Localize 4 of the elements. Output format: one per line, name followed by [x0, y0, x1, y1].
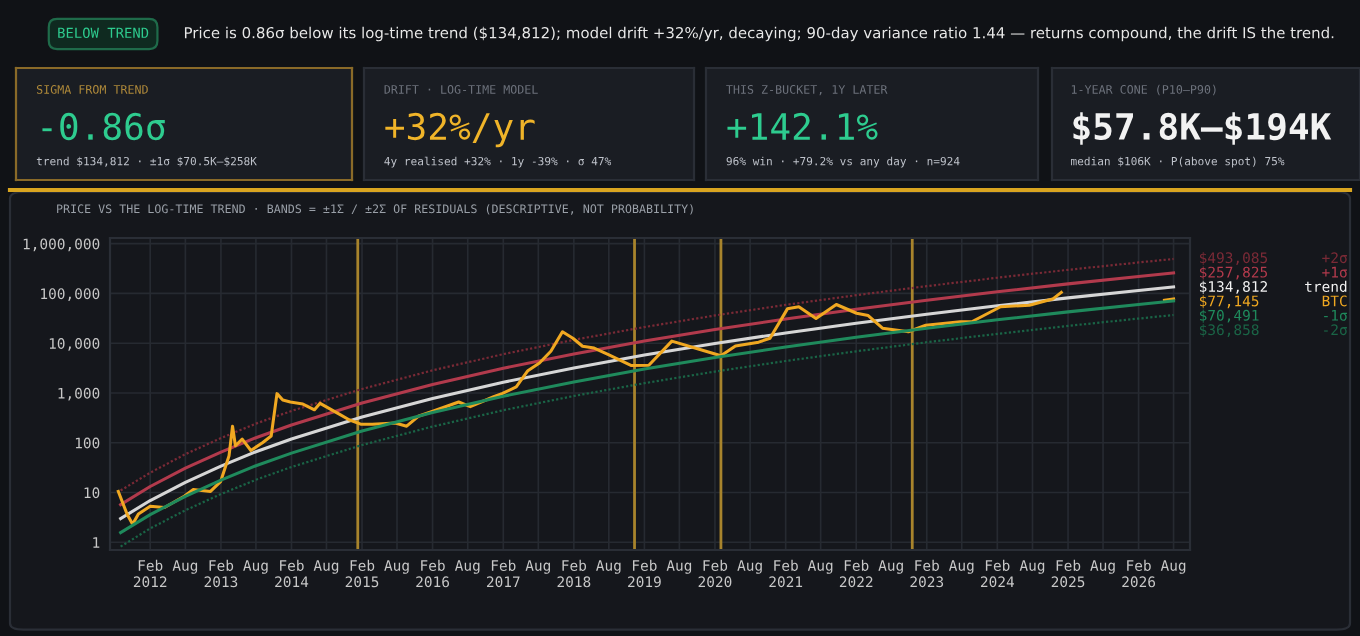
text: +142.1%	[727, 112, 878, 140]
text: $57.8K–$194K	[1073, 112, 1332, 145]
text: +32%/yr	[385, 112, 535, 148]
text: -0.86σ	[42, 112, 165, 141]
